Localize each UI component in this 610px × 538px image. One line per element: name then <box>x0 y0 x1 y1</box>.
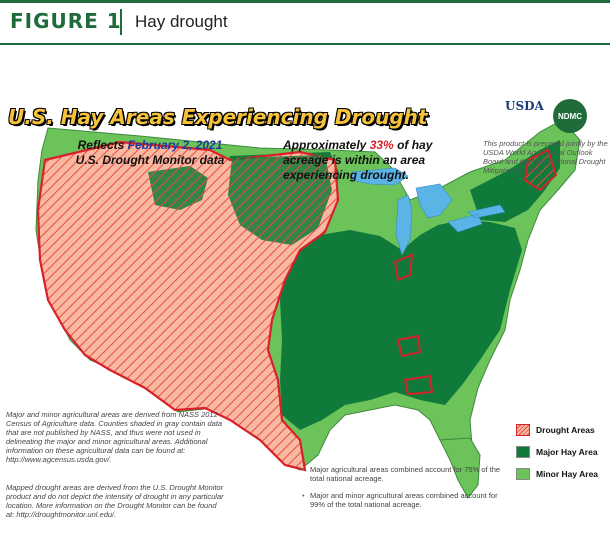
figure-title: Hay drought <box>135 12 228 31</box>
legend-label-drought: Drought Areas <box>536 425 595 435</box>
header-rule <box>0 43 610 45</box>
major-hay-swatch <box>516 446 530 458</box>
note-census-source: Major and minor agricultural areas are d… <box>6 410 223 464</box>
drought-area-southeast <box>403 374 434 396</box>
map-legend: Drought Areas Major Hay Area Minor Hay A… <box>516 420 608 486</box>
great-lakes <box>351 167 506 256</box>
legend-row-minor: Minor Hay Area <box>516 464 608 484</box>
drought-area-northeast <box>523 148 558 192</box>
drought-area-midwest <box>393 253 414 282</box>
figure-label: FIGURE 1 <box>10 9 122 33</box>
reflects-prefix: Reflects <box>77 138 128 152</box>
major-hay-east <box>280 220 522 430</box>
legend-label-minor: Minor Hay Area <box>536 469 599 479</box>
approx-line3: experiencing drought. <box>283 168 410 182</box>
reflects-note: Reflects February 2, 2021 U.S. Drought M… <box>70 138 230 168</box>
figure-header: FIGURE 1 Hay drought <box>0 0 610 43</box>
drought-major-hay-nw-hatch <box>148 166 208 210</box>
drought-major-hay-plains-hatch <box>228 155 332 245</box>
header-divider <box>120 9 122 35</box>
legend-row-drought: Drought Areas <box>516 420 608 440</box>
reflects-date: February 2, 2021 <box>127 138 223 152</box>
note-combined-share: Major and minor agricultural areas combi… <box>302 491 510 509</box>
usda-logo: USDA <box>505 99 544 113</box>
us-hay-drought-map <box>35 119 581 499</box>
reflects-source: U.S. Drought Monitor data <box>75 153 225 167</box>
approx-line2: acreage is within an area <box>283 153 426 167</box>
map-title: U.S. Hay Areas Experiencing Drought <box>8 105 428 129</box>
legend-row-major: Major Hay Area <box>516 442 608 462</box>
drought-area-south <box>396 334 422 358</box>
legend-label-major: Major Hay Area <box>536 447 598 457</box>
ndmc-logo: NDMC <box>553 99 587 133</box>
approx-note: Approximately 33% of hay acreage is with… <box>283 138 473 183</box>
approx-prefix: Approximately <box>283 138 370 152</box>
drought-swatch <box>516 424 530 436</box>
map-panel: U.S. Hay Areas Experiencing Drought Refl… <box>0 45 610 538</box>
note-major-share: Major agricultural areas combined accoun… <box>302 465 510 483</box>
note-drought-source: Mapped drought areas are derived from th… <box>6 483 224 519</box>
prepared-note: This product is prepared jointly by the … <box>483 139 608 175</box>
approx-percent: 33% <box>369 138 394 152</box>
approx-suffix: of hay <box>393 138 433 152</box>
partner-logos: USDA NDMC <box>505 99 605 139</box>
minor-hay-swatch <box>516 468 530 480</box>
